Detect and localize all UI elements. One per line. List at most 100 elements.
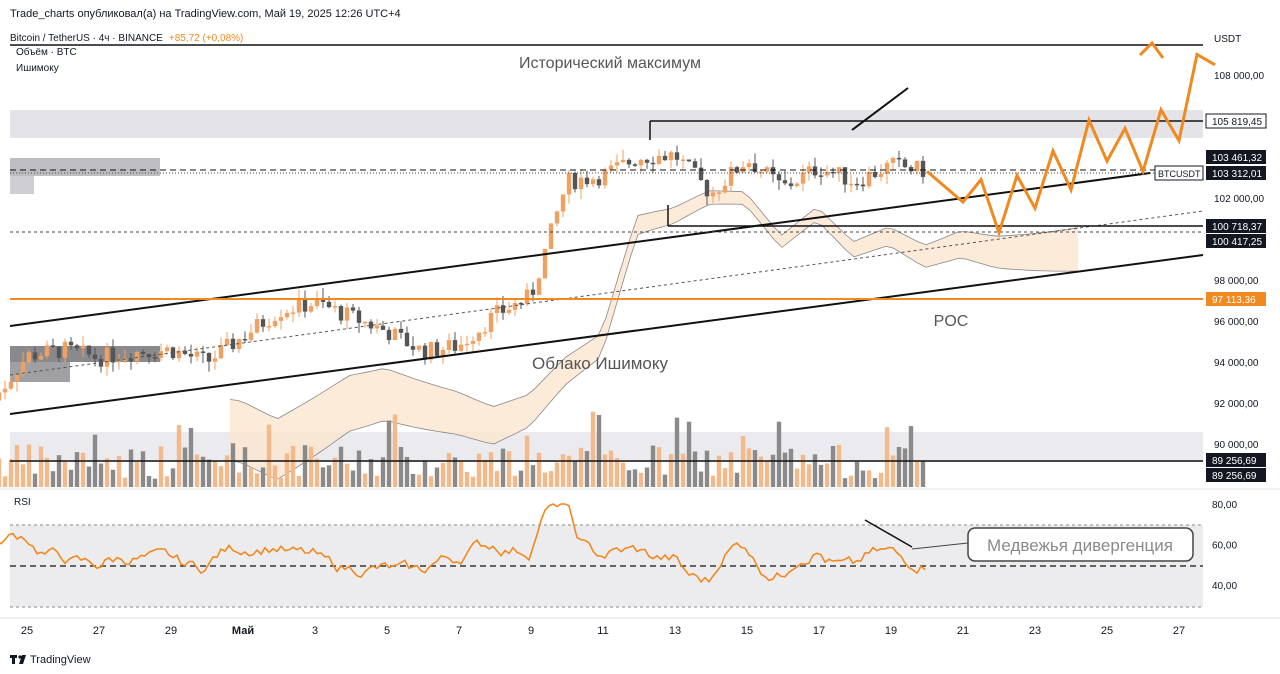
price-tick-label: 108 000,00 <box>1214 71 1264 82</box>
cloud-span-a <box>229 190 1079 419</box>
volume-bar <box>290 445 296 487</box>
candle-body <box>38 356 44 360</box>
candle-body <box>698 167 704 181</box>
candle-body <box>782 180 788 184</box>
volume-bar <box>176 425 182 487</box>
volume-bar <box>20 464 26 487</box>
candle-body <box>224 338 230 345</box>
volume-bar <box>488 452 494 487</box>
volume-bar <box>146 475 152 487</box>
volume-bar <box>32 473 38 487</box>
candle-body <box>614 162 620 166</box>
time-tick-label: 5 <box>384 625 390 637</box>
volume-bar <box>464 471 470 487</box>
candle-body <box>452 340 458 351</box>
volume-bar <box>320 467 326 487</box>
tradingview-logo[interactable]: TradingView <box>10 654 91 666</box>
volume-bar <box>680 453 686 487</box>
price-level-labels: 105 819,45 103 461,32 103 312,01 BTCUSDT 100… <box>1154 113 1267 482</box>
volume-bar <box>842 478 848 487</box>
rsi-indicator-label[interactable]: RSI <box>14 497 31 508</box>
candle-body <box>800 172 806 184</box>
resistance-level-box <box>1206 150 1266 164</box>
bearish-divergence-annotation: Медвежья дивергенция <box>987 536 1173 555</box>
candle-body <box>638 159 644 166</box>
volume-bar <box>758 456 764 487</box>
volume-bar <box>560 454 566 487</box>
volume-bar <box>110 469 116 487</box>
volume-bar <box>572 461 578 487</box>
candle-body <box>692 161 698 168</box>
volume-bar <box>878 472 884 487</box>
volume-bar <box>788 448 794 487</box>
candle-body <box>554 211 560 224</box>
candle-body <box>542 248 548 279</box>
candle-body <box>710 192 716 197</box>
candle-body <box>560 194 566 212</box>
candle-body <box>428 342 434 360</box>
volume-bar <box>140 451 146 487</box>
volume-bar <box>566 455 572 487</box>
tradingview-logo-icon <box>10 655 26 664</box>
volume-bars <box>0 411 926 487</box>
volume-bar <box>590 411 596 487</box>
candle-body <box>494 305 500 313</box>
candle-body <box>686 159 692 162</box>
time-axis[interactable]: 25 27 29 Май 3 5 7 9 11 13 15 17 19 21 23 25 27 <box>21 625 1185 637</box>
candle-body <box>392 328 398 340</box>
candle-body <box>386 329 392 340</box>
time-tick-label: 25 <box>21 625 33 637</box>
time-tick-label: 19 <box>885 625 897 637</box>
volume-bar <box>710 475 716 487</box>
candle-body <box>752 163 758 172</box>
volume-bar <box>332 457 338 487</box>
candle-body <box>284 313 290 318</box>
candle-body <box>230 338 236 350</box>
volume-bar <box>56 455 62 487</box>
price-tick-label: 98 000,00 <box>1214 276 1259 287</box>
candle-body <box>536 278 542 295</box>
candle-body <box>20 362 26 375</box>
volume-bar <box>392 414 398 487</box>
candle-body <box>2 388 8 393</box>
volume-bar <box>734 472 740 487</box>
price-axis[interactable]: 108 000,00 102 000,00 98 000,00 96 000,00 94… <box>1214 71 1264 451</box>
volume-bar <box>266 424 272 487</box>
volume-bar <box>830 445 836 487</box>
rsi-axis[interactable]: 80,00 60,00 40,00 <box>1212 500 1237 592</box>
volume-bar <box>8 459 14 487</box>
volume-bar <box>74 452 80 487</box>
candle-body <box>458 344 464 351</box>
candle-body <box>0 392 2 401</box>
volume-bar <box>440 462 446 487</box>
volume-bar <box>344 463 350 487</box>
candle-body <box>896 157 902 160</box>
volume-indicator-label[interactable]: Объём · BTC <box>16 46 77 58</box>
volume-bar <box>770 454 776 487</box>
volume-bar <box>518 470 524 487</box>
candle-body <box>908 167 914 172</box>
candle-body <box>524 289 530 304</box>
candle-body <box>44 345 50 357</box>
price-tick-label: 96 000,00 <box>1214 317 1259 328</box>
candle-body <box>410 346 416 350</box>
volume-bar <box>752 450 758 487</box>
volume-bar <box>536 452 542 487</box>
price-tick-label: 94 000,00 <box>1214 358 1259 369</box>
candle-body <box>296 297 302 313</box>
historic-high-level-label: 105 819,45 <box>1212 117 1262 128</box>
volume-bar <box>656 447 662 487</box>
low-level-2-box <box>1206 468 1266 482</box>
volume-bar <box>584 451 590 487</box>
candle-body <box>332 306 338 308</box>
low-level-1-box <box>1206 453 1266 467</box>
candle-body <box>176 350 182 359</box>
ichimoku-indicator-label[interactable]: Ишимоку <box>16 63 59 74</box>
candle-body <box>188 353 194 357</box>
tradingview-logo-text: TradingView <box>30 654 91 666</box>
candle-body <box>812 166 818 176</box>
candle-body <box>872 171 878 177</box>
time-tick-label: 27 <box>1173 625 1185 637</box>
candle-body <box>350 307 356 311</box>
